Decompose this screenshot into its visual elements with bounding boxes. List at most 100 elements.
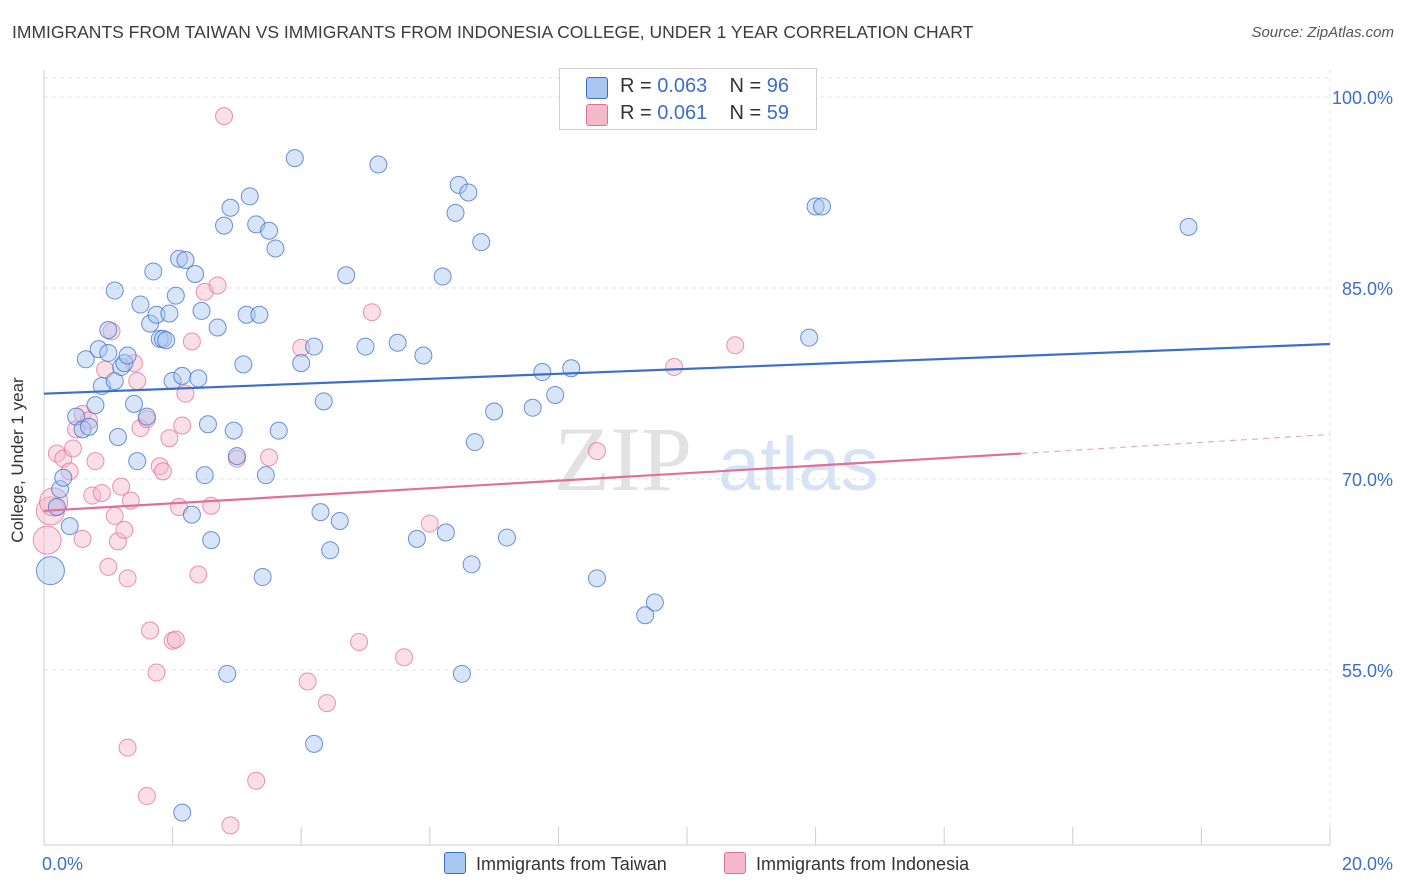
taiwan-point [321, 541, 340, 560]
taiwan-point [186, 264, 205, 283]
legend-swatch-indonesia [586, 104, 608, 126]
taiwan-point [173, 366, 192, 385]
indonesia-point [32, 525, 62, 555]
taiwan-point [80, 417, 99, 436]
indonesia-point [317, 694, 336, 713]
indonesia-point [86, 452, 105, 471]
legend-n-value-taiwan: 96 [766, 75, 790, 97]
indonesia-point [260, 448, 279, 467]
watermark-zip: ZIP [554, 408, 692, 510]
taiwan-point [47, 498, 66, 517]
taiwan-point [176, 250, 195, 269]
indonesia-point [141, 621, 160, 640]
y-tick-label: 55.0% [1342, 661, 1393, 681]
taiwan-point [182, 505, 201, 524]
taiwan-point [388, 333, 407, 352]
taiwan-point [436, 523, 455, 542]
indonesia-point [92, 484, 111, 503]
taiwan-point [497, 528, 516, 547]
taiwan-point [356, 337, 375, 356]
legend-swatch-taiwan [586, 77, 608, 99]
indonesia-point [587, 441, 606, 460]
taiwan-point [128, 452, 147, 471]
legend-r-value-taiwan: 0.063 [657, 75, 708, 97]
taiwan-point [305, 337, 324, 356]
taiwan-point [131, 295, 150, 314]
indonesia-point [182, 332, 201, 351]
taiwan-point [35, 556, 65, 586]
taiwan-point [465, 433, 484, 452]
taiwan-point [253, 568, 272, 587]
legend-r-label: R = [620, 102, 652, 124]
taiwan-point [89, 340, 108, 359]
taiwan-point [215, 216, 234, 235]
y-tick-label: 100.0% [1332, 88, 1393, 108]
taiwan-point [170, 249, 189, 268]
taiwan-point [369, 155, 388, 174]
trend-lines [43, 342, 1331, 512]
legend-n-value-indonesia: 59 [766, 102, 790, 124]
taiwan-point [125, 394, 144, 413]
taiwan-point [260, 221, 279, 240]
taiwan-point [533, 363, 552, 382]
taiwan-point [256, 466, 275, 485]
indonesia-point [247, 771, 266, 790]
taiwan-point [433, 267, 452, 286]
indonesia-point [150, 457, 169, 476]
indonesia-trend-extension [1021, 433, 1331, 455]
indonesia-point [60, 462, 79, 481]
taiwan-point [224, 421, 243, 440]
bottom-swatch-indonesia [724, 852, 746, 874]
taiwan-point [446, 203, 465, 222]
taiwan-point [806, 197, 825, 216]
legend-r-value-indonesia: 0.061 [657, 102, 708, 124]
axes [43, 70, 1331, 846]
taiwan-point [285, 149, 304, 168]
taiwan-point [485, 402, 504, 421]
indonesia-point [173, 416, 192, 435]
taiwan-point [407, 529, 426, 548]
taiwan-point [472, 233, 491, 252]
taiwan-point [166, 286, 185, 305]
y-axis-label: College, Under 1 year [8, 377, 27, 543]
indonesia-point [221, 816, 240, 835]
y-tick-label: 70.0% [1342, 470, 1393, 490]
taiwan-point [645, 593, 664, 612]
taiwan-point [160, 304, 179, 323]
indonesia-point [395, 648, 414, 667]
indonesia-point [118, 738, 137, 757]
bottom-swatch-taiwan [444, 852, 466, 874]
taiwan-point [636, 606, 655, 625]
taiwan-point [452, 664, 471, 683]
indonesia-point [292, 338, 311, 357]
taiwan-point [144, 262, 163, 281]
taiwan-point [173, 803, 192, 822]
bottom-legend-indonesia: Immigrants from Indonesia [724, 852, 969, 875]
taiwan-point [51, 480, 70, 499]
y-tick-label: 85.0% [1342, 279, 1393, 299]
taiwan-point [218, 664, 237, 683]
indonesia-point [73, 529, 92, 548]
legend-n-label: N = [729, 75, 762, 97]
bottom-legend-taiwan: Immigrants from Taiwan [444, 852, 667, 875]
taiwan-point [330, 512, 349, 531]
taiwan-point [292, 354, 311, 373]
taiwan-point [523, 398, 542, 417]
indonesia-point [137, 787, 156, 806]
taiwan-point [54, 468, 73, 487]
watermark-atlas: atlas [718, 422, 879, 507]
indonesia-point [420, 514, 439, 533]
taiwan-point [208, 318, 227, 337]
taiwan-point [192, 301, 211, 320]
indonesia-point [153, 462, 172, 481]
taiwan-point [99, 343, 118, 362]
indonesia-point [131, 419, 150, 438]
taiwan-point [147, 305, 166, 324]
indonesia-trend-line [43, 452, 1022, 512]
indonesia-point [115, 520, 134, 539]
bottom-legend-label-taiwan: Immigrants from Taiwan [476, 854, 667, 874]
taiwan-point [105, 281, 124, 300]
chart-title: IMMIGRANTS FROM TAIWAN VS IMMIGRANTS FRO… [12, 22, 974, 42]
taiwan-point [86, 396, 105, 415]
